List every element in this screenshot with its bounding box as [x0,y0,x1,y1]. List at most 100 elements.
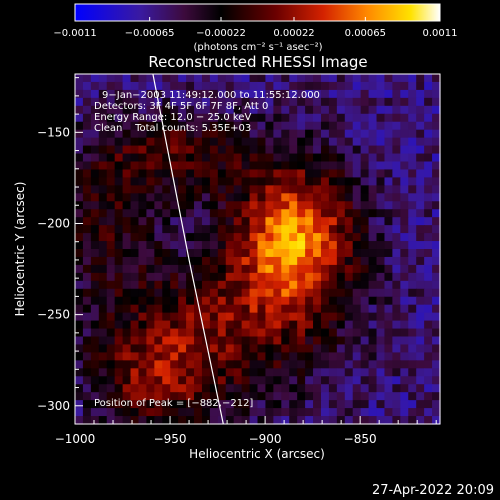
heatmap-cell [146,81,155,91]
heatmap-cell [114,233,124,242]
heatmap-cell [368,193,378,202]
heatmap-cell [98,296,108,306]
heatmap-cell [186,241,195,250]
heatmap-cell [328,344,338,353]
heatmap-cell [162,416,171,425]
heatmap-cell [138,312,148,322]
heatmap-cell [178,272,187,282]
heatmap-cell [186,320,195,330]
heatmap-cell [257,376,267,385]
heatmap-cell [138,328,148,338]
heatmap-cell [130,296,140,306]
heatmap-cell [201,416,211,425]
heatmap-cell [424,153,433,163]
heatmap-cell [281,177,290,186]
heatmap-cell [408,89,417,99]
heatmap-cell [265,400,274,409]
heatmap-cell [297,360,306,369]
heatmap-cell [392,97,401,107]
heatmap-cell [313,296,322,306]
heatmap-cell [424,400,433,409]
heatmap-cell [75,193,84,202]
heatmap-cell [281,233,290,242]
heatmap-cell [336,376,346,385]
heatmap-cell [257,384,267,393]
heatmap-cell [82,145,92,155]
heatmap-cell [416,233,425,242]
heatmap-cell [225,113,235,123]
heatmap-cell [360,264,370,274]
heatmap-cell [265,368,274,377]
heatmap-cell [225,225,235,234]
heatmap-cell [209,169,219,178]
heatmap-cell [82,272,92,282]
heatmap-cell [320,177,330,186]
heatmap-cell [416,129,425,139]
heatmap-cell [225,384,235,393]
heatmap-cell [90,97,100,107]
heatmap-cell [305,185,314,194]
heatmap-cell [82,264,92,274]
heatmap-cell [75,97,84,107]
heatmap-cell [344,392,354,401]
heatmap-cell [265,320,274,330]
heatmap-cell [376,169,386,178]
heatmap-cell [424,249,433,258]
heatmap-cell [289,280,298,290]
heatmap-cell [90,225,100,234]
heatmap-cell [154,121,163,131]
heatmap-cell [400,153,409,163]
heatmap-cell [178,408,187,417]
heatmap-cell [209,280,219,290]
heatmap-cell [281,328,290,338]
heatmap-cell [217,74,227,83]
heatmap-cell [360,320,370,330]
heatmap-cell [400,217,409,226]
heatmap-cell [162,113,171,123]
heatmap-cell [225,392,235,401]
heatmap-cell [209,249,219,258]
heatmap-cell [114,161,124,171]
heatmap-cell [344,105,354,115]
heatmap-cell [408,336,417,346]
annotation-energy-range: Energy Range: 12.0 − 25.0 keV [94,112,251,123]
heatmap-cell [432,328,441,338]
heatmap-cell [376,360,386,369]
heatmap-cell [233,74,243,83]
heatmap-cell [432,209,441,218]
heatmap-cell [225,344,235,353]
heatmap-cell [114,264,124,274]
heatmap-cell [368,145,378,155]
heatmap-cell [241,193,251,202]
heatmap-cell [225,169,235,178]
heatmap-cell [75,280,84,290]
heatmap-cell [320,360,330,369]
heatmap-cell [106,185,116,194]
heatmap-cell [320,376,330,385]
heatmap-cell [257,153,267,163]
heatmap-cell [328,328,338,338]
heatmap-cell [186,296,195,306]
heatmap-cell [360,384,370,393]
heatmap-cell [170,201,179,210]
heatmap-cell [114,121,124,131]
heatmap-cell [130,185,140,194]
heatmap-cell [138,209,148,218]
heatmap-cell [297,272,306,282]
heatmap-cell [241,256,251,266]
heatmap-cell [376,392,386,401]
heatmap-cell [90,296,100,306]
heatmap-cell [408,272,417,282]
heatmap-cell [376,217,386,226]
heatmap-cell [122,416,132,425]
heatmap-cell [233,105,243,115]
heatmap-cell [305,153,314,163]
heatmap-cell [114,392,124,401]
heatmap-cell [233,145,243,155]
heatmap-cell [257,177,267,186]
heatmap-cell [432,272,441,282]
heatmap-cell [424,137,433,147]
heatmap-cell [376,193,386,202]
heatmap-cell [82,81,92,91]
heatmap-cell [328,89,338,99]
